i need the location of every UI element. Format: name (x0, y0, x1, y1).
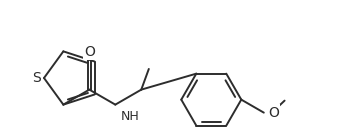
Text: O: O (84, 45, 95, 59)
Text: NH: NH (120, 110, 139, 123)
Text: O: O (268, 106, 279, 120)
Text: S: S (32, 71, 41, 85)
